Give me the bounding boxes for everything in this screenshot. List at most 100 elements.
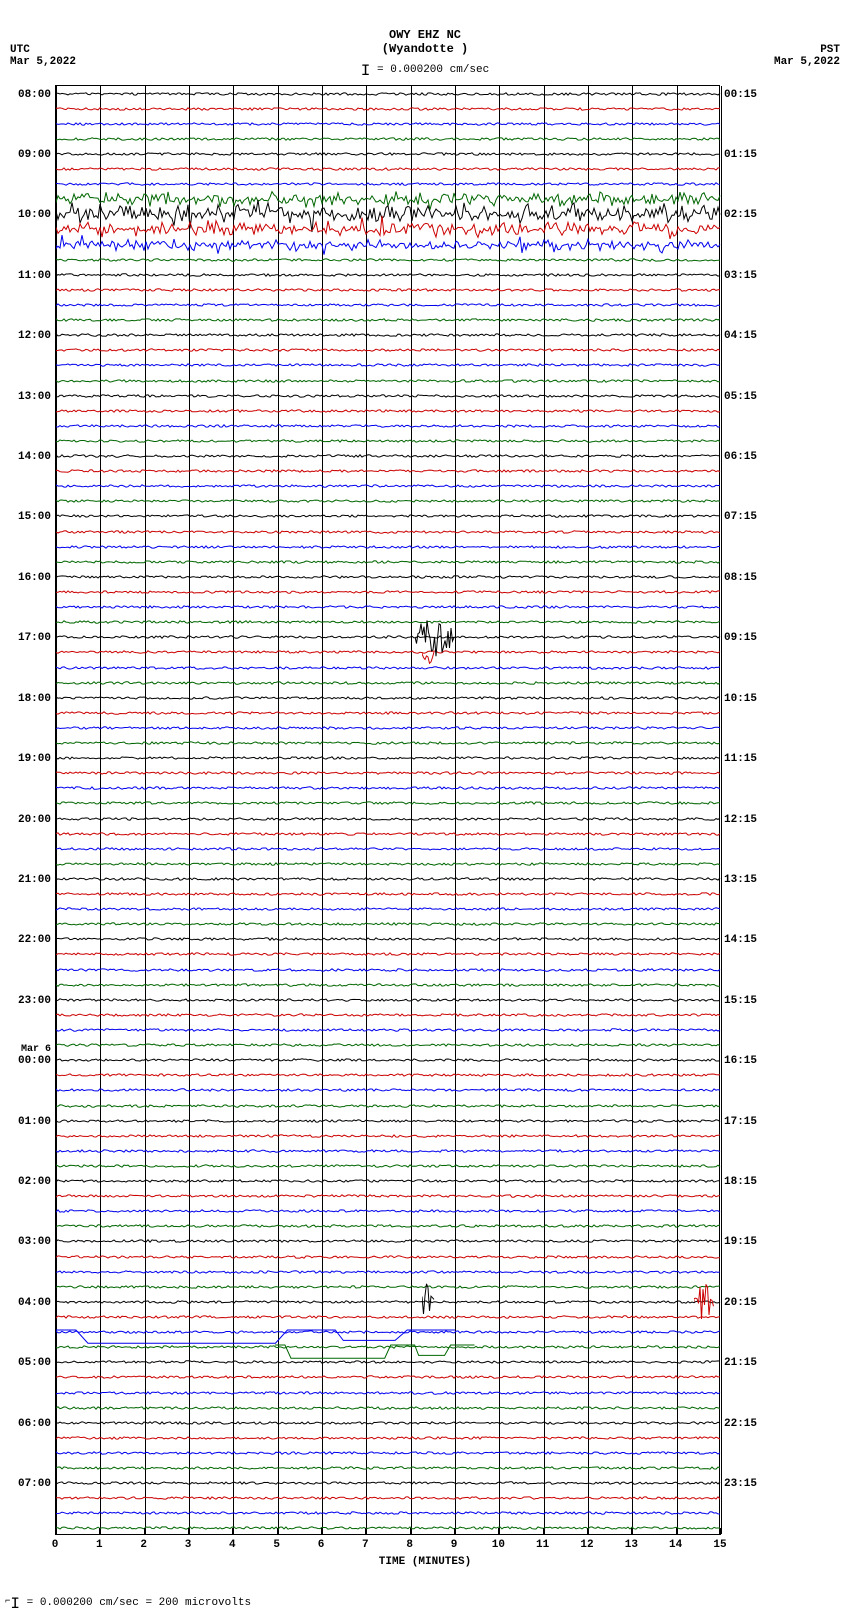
- trace-row: [56, 464, 721, 508]
- trace-row: [56, 1461, 721, 1505]
- pst-hour-label: 02:15: [724, 209, 757, 221]
- utc-hour-label: 10:00: [18, 209, 51, 221]
- trace-row: [56, 948, 721, 992]
- trace-row: [56, 434, 721, 478]
- x-tick-label: 6: [318, 1539, 325, 1551]
- pst-hour-label: 07:15: [724, 511, 757, 523]
- x-tick-label: 14: [669, 1539, 682, 1551]
- trace-row: [56, 917, 721, 961]
- trace-row: [56, 1491, 721, 1535]
- trace-row: [56, 540, 721, 584]
- trace-row: [56, 313, 721, 357]
- trace-row: [56, 887, 721, 931]
- x-tick-label: 2: [140, 1539, 147, 1551]
- trace-row: [56, 1265, 721, 1309]
- utc-hour-label: 12:00: [18, 330, 51, 342]
- trace-row: [56, 1084, 721, 1128]
- utc-hour-label: 09:00: [18, 149, 51, 161]
- utc-hour-label: 01:00: [18, 1116, 51, 1128]
- x-tick-label: 11: [536, 1539, 549, 1551]
- seismogram-container: OWY EHZ NC (Wyandotte ) I = 0.000200 cm/…: [0, 0, 850, 1613]
- utc-hour-label: 17:00: [18, 632, 51, 644]
- pst-hour-label: 21:15: [724, 1357, 757, 1369]
- utc-hour-label: 22:00: [18, 934, 51, 946]
- trace-row: [56, 1023, 721, 1067]
- trace-row: [56, 404, 721, 448]
- pst-hour-label: 20:15: [724, 1297, 757, 1309]
- trace-row: [56, 494, 721, 538]
- trace-row: [56, 721, 721, 765]
- footer-text: = 0.000200 cm/sec = 200 microvolts: [27, 1597, 251, 1609]
- trace-row: [56, 1068, 721, 1112]
- scale-text: = 0.000200 cm/sec: [377, 64, 489, 76]
- trace-row: [56, 1174, 721, 1218]
- trace-row: [56, 1099, 721, 1143]
- trace-row: [56, 1219, 721, 1263]
- pst-hour-label: 17:15: [724, 1116, 757, 1128]
- trace-row: [56, 1295, 721, 1339]
- trace-row: [56, 570, 721, 614]
- trace-row: [56, 328, 721, 372]
- trace-row: [56, 857, 721, 901]
- pst-hour-label: 14:15: [724, 934, 757, 946]
- trace-row: [56, 510, 721, 554]
- trace-row: [56, 615, 721, 659]
- trace-row: [56, 1204, 721, 1248]
- trace-row: [56, 1386, 721, 1430]
- trace-row: [56, 147, 721, 191]
- x-tick-label: 0: [52, 1539, 59, 1551]
- trace-row: [56, 676, 721, 720]
- pst-hour-label: 00:15: [724, 89, 757, 101]
- utc-hour-label: 23:00: [18, 995, 51, 1007]
- trace-row: [56, 1189, 721, 1233]
- trace-row: [56, 1355, 721, 1399]
- trace-row: [56, 963, 721, 1007]
- trace-row: [56, 585, 721, 629]
- trace-row: [56, 343, 721, 387]
- utc-hour-label: 07:00: [18, 1478, 51, 1490]
- left-date: Mar 5,2022: [10, 56, 76, 68]
- trace-row: [56, 132, 721, 176]
- utc-hour-label: 08:00: [18, 89, 51, 101]
- pst-hour-label: 12:15: [724, 814, 757, 826]
- pst-hour-label: 15:15: [724, 995, 757, 1007]
- pst-hour-label: 08:15: [724, 572, 757, 584]
- trace-row: [56, 781, 721, 825]
- x-tick-label: 5: [273, 1539, 280, 1551]
- trace-row: [56, 646, 721, 690]
- scale-indicator: I = 0.000200 cm/sec: [361, 62, 489, 80]
- utc-hour-label: 00:00: [18, 1055, 51, 1067]
- utc-hour-label: 19:00: [18, 753, 51, 765]
- trace-row: [56, 192, 721, 236]
- x-tick-label: 9: [451, 1539, 458, 1551]
- trace-row: [56, 1416, 721, 1460]
- seismic-event: [422, 638, 439, 666]
- pst-hour-label: 04:15: [724, 330, 757, 342]
- pst-hour-label: 18:15: [724, 1176, 757, 1188]
- trace-row: [56, 1280, 721, 1324]
- pst-hour-label: 16:15: [724, 1055, 757, 1067]
- trace-row: [56, 1506, 721, 1550]
- trace-row: [56, 993, 721, 1037]
- trace-row: [56, 268, 721, 312]
- x-tick-label: 15: [713, 1539, 726, 1551]
- trace-row: [56, 842, 721, 886]
- trace-row: [56, 87, 721, 131]
- trace-row: [56, 479, 721, 523]
- pst-hour-label: 11:15: [724, 753, 757, 765]
- x-tick-label: 1: [96, 1539, 103, 1551]
- trace-row: [56, 223, 721, 267]
- seismic-event: [415, 615, 459, 659]
- left-tz: UTC: [10, 44, 76, 56]
- x-tick-label: 10: [492, 1539, 505, 1551]
- trace-row: [56, 978, 721, 1022]
- trace-row: [56, 238, 721, 282]
- trace-row: [56, 751, 721, 795]
- x-tick-label: 12: [580, 1539, 593, 1551]
- pst-hour-label: 09:15: [724, 632, 757, 644]
- seismic-event: [56, 1314, 459, 1350]
- trace-row: [56, 253, 721, 297]
- trace-row: [56, 736, 721, 780]
- pst-hour-label: 05:15: [724, 391, 757, 403]
- utc-hour-label: 05:00: [18, 1357, 51, 1369]
